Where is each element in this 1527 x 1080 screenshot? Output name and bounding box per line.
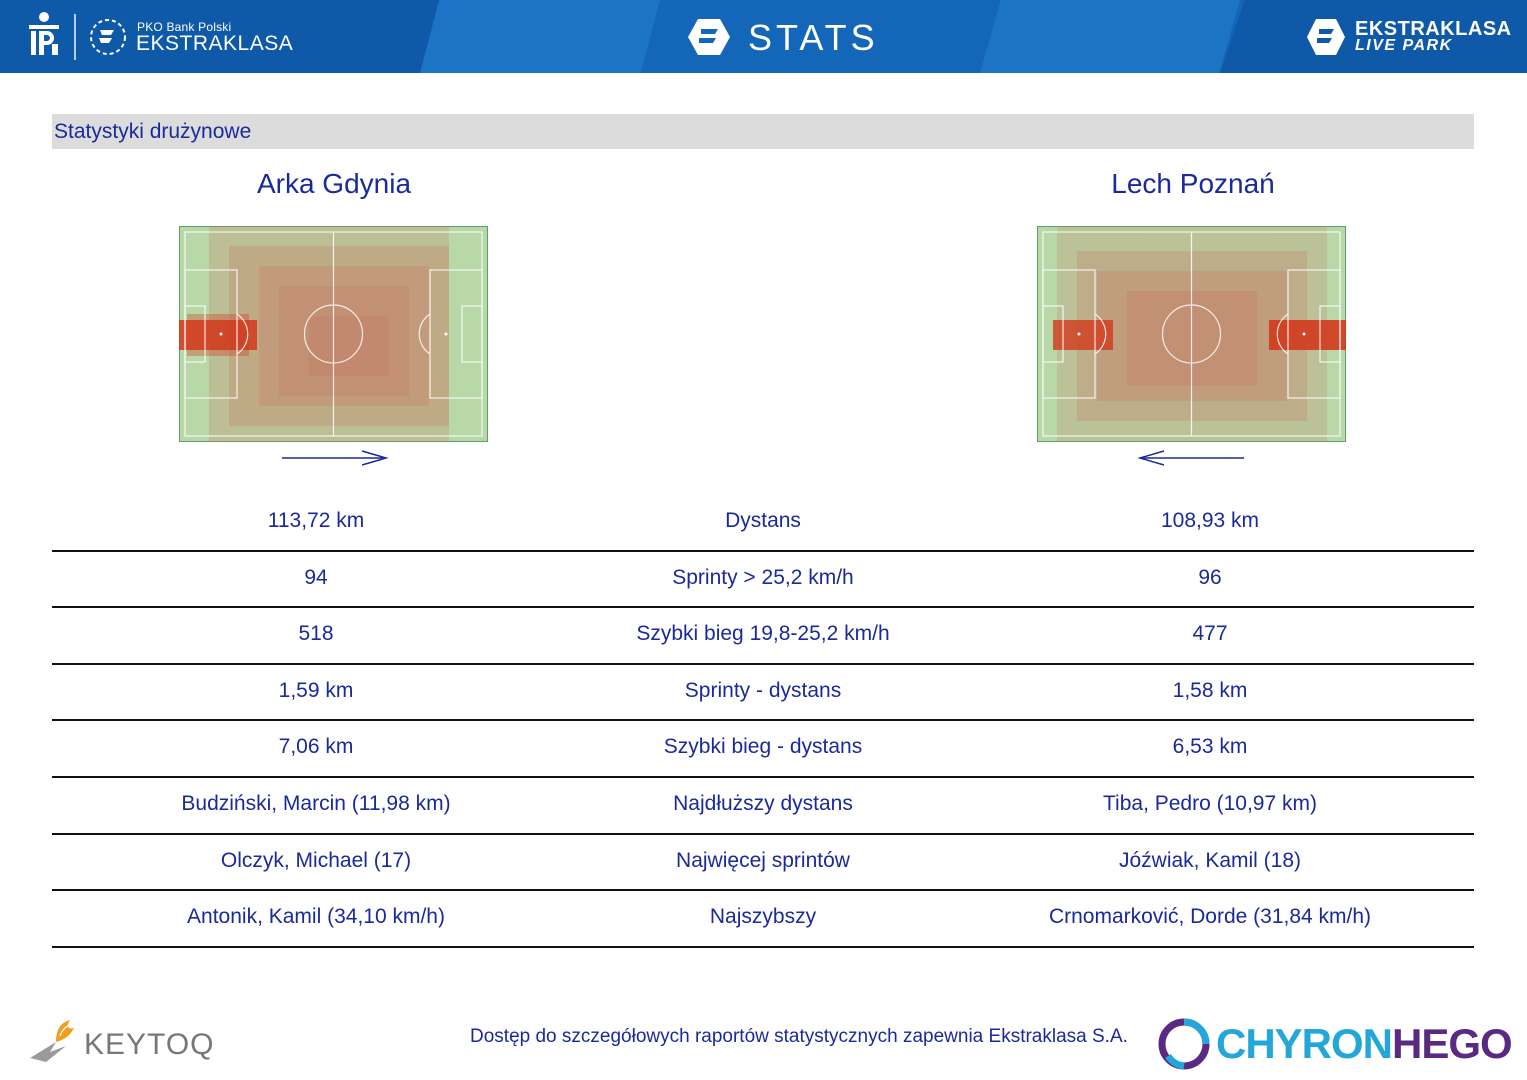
chyronhego-swirl-icon: [1158, 1018, 1210, 1070]
sponsor-small-text: PKO Bank Polski: [137, 20, 232, 34]
away-value: Jóźwiak, Kamil (18): [1118, 848, 1302, 872]
header-bar: PKO Bank Polski EKSTRAKLASA STATS EKSTRA…: [0, 0, 1527, 73]
away-value: Tiba, Pedro (10,97 km): [1103, 791, 1317, 815]
home-value: 518: [298, 622, 334, 646]
chyron-text: CHYRON: [1216, 1020, 1393, 1067]
stat-label: Sprinty > 25,2 km/h: [672, 565, 854, 589]
home-value: Budziński, Marcin (11,98 km): [181, 791, 451, 815]
page-title: STATS: [748, 17, 879, 58]
away-value: 1,58 km: [1172, 678, 1248, 702]
table-row: 113,72 km Dystans 108,93 km: [52, 495, 1474, 552]
table-row: 1,59 km Sprinty - dystans 1,58 km: [52, 665, 1474, 722]
home-value: 94: [304, 565, 328, 589]
table-row: Antonik, Kamil (34,10 km/h) Najszybszy C…: [52, 891, 1474, 948]
table-row: Olczyk, Michael (17) Najwięcej sprintów …: [52, 835, 1474, 892]
stats-e-icon: [688, 19, 730, 55]
section-title: Statystyki drużynowe: [54, 120, 252, 143]
away-value: 477: [1192, 622, 1228, 646]
section-header: Statystyki drużynowe: [52, 114, 1474, 149]
home-team-name: Arka Gdynia: [256, 168, 412, 199]
chyronhego-logo-text: CHYRONHEGO: [1216, 1020, 1513, 1068]
stat-label: Szybki bieg - dystans: [663, 735, 863, 759]
away-heatmap: [1037, 226, 1346, 442]
livepark-e-icon: [1307, 19, 1345, 55]
home-value: Antonik, Kamil (34,10 km/h): [187, 905, 445, 929]
team-stats-table: 113,72 km Dystans 108,93 km 94 Sprinty >…: [52, 495, 1474, 948]
table-row: 518 Szybki bieg 19,8-25,2 km/h 477: [52, 608, 1474, 665]
livepark-subtitle: LIVE PARK: [1355, 37, 1453, 54]
away-value: 108,93 km: [1160, 509, 1260, 532]
livepark-title: EKSTRAKLASA: [1355, 18, 1512, 40]
hego-text: HEGO: [1392, 1020, 1513, 1067]
arrow-left-icon: [1137, 450, 1244, 466]
stat-label: Najwięcej sprintów: [676, 848, 850, 872]
away-value: 96: [1198, 565, 1222, 589]
away-value: 6,53 km: [1172, 735, 1248, 759]
footer-note: Dostęp do szczegółowych raportów statyst…: [470, 1026, 1128, 1047]
home-value: 1,59 km: [278, 678, 354, 702]
stat-label: Dystans: [725, 509, 801, 532]
stat-label: Szybki bieg 19,8-25,2 km/h: [636, 622, 890, 646]
keytoq-logo-text: KEYTOQ: [84, 1028, 215, 1061]
arrow-right-icon: [282, 450, 389, 466]
table-row: 94 Sprinty > 25,2 km/h 96: [52, 552, 1474, 609]
home-value: 113,72 km: [267, 509, 365, 532]
home-value: 7,06 km: [278, 735, 354, 759]
home-value: Olczyk, Michael (17): [220, 848, 412, 872]
home-heatmap: [179, 226, 488, 442]
away-team-name: Lech Poznań: [1111, 168, 1275, 199]
away-value: Crnomarković, Dorde (31,84 km/h): [1048, 905, 1372, 929]
stat-label: Najszybszy: [709, 905, 817, 929]
table-row: Budziński, Marcin (11,98 km) Najdłuższy …: [52, 778, 1474, 835]
pko-logo-icon: [29, 12, 59, 55]
stat-label: Sprinty - dystans: [684, 678, 842, 702]
stat-label: Najdłuższy dystans: [673, 791, 853, 815]
keytoq-bird-icon: [30, 1020, 74, 1062]
ekstraklasa-e-icon: [90, 19, 126, 55]
sponsor-league-text: EKSTRAKLASA: [136, 32, 294, 55]
table-row: 7,06 km Szybki bieg - dystans 6,53 km: [52, 721, 1474, 778]
